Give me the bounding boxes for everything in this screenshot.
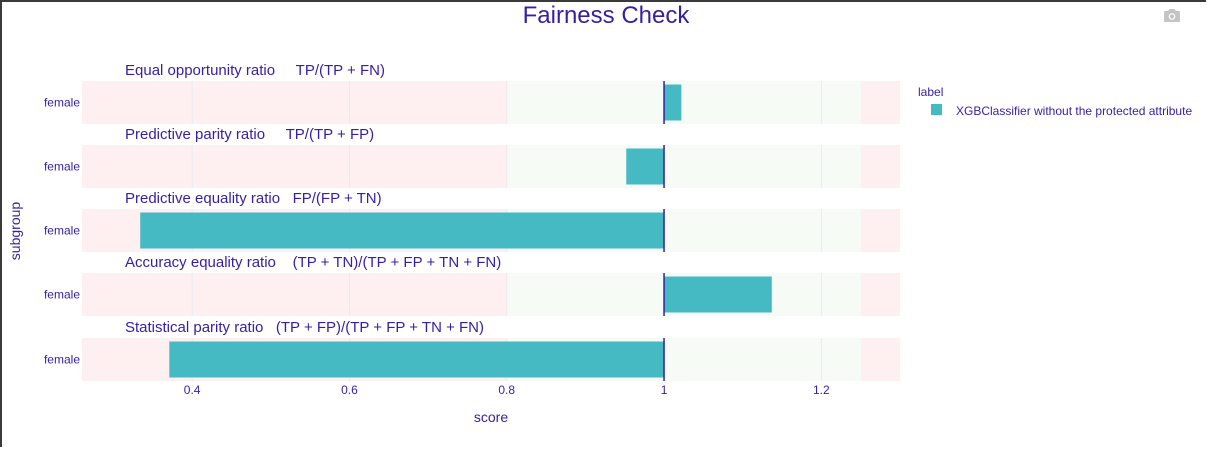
unfair-zone-right [860, 338, 900, 381]
legend-entry-label[interactable]: XGBClassifier without the protected attr… [956, 104, 1192, 118]
x-axis-title: score [474, 409, 508, 425]
bar-female[interactable] [664, 276, 772, 313]
legend-title: label [918, 85, 943, 99]
y-tick-label: female [44, 96, 80, 110]
y-tick-label: female [44, 224, 80, 238]
chart-panels: female Equal opportunity ratio TP/(TP + F… [44, 62, 900, 381]
x-tick-label: 1 [661, 383, 668, 397]
x-tick-label: 0.4 [184, 383, 201, 397]
panel-title: Predictive parity ratio TP/(TP + FP) [125, 126, 374, 143]
bar-female[interactable] [626, 148, 665, 185]
x-tick-label: 0.8 [498, 383, 515, 397]
x-tick-label: 1.2 [813, 383, 830, 397]
unfair-zone-right [860, 81, 900, 124]
panel-title: Accuracy equality ratio (TP + TN)/(TP + … [125, 254, 501, 271]
chart-title: Fairness Check [523, 2, 691, 29]
fair-zone [506, 81, 861, 124]
legend-swatch[interactable] [931, 104, 942, 115]
panel-title: Predictive equality ratio FP/(FP + TN) [125, 190, 382, 207]
camera-icon[interactable] [1163, 7, 1181, 23]
x-axis: 0.4 0.6 0.8 1 1.2 [184, 383, 830, 397]
bar-female[interactable] [664, 84, 682, 121]
y-tick-label: female [44, 353, 80, 367]
unfair-zone-right [860, 145, 900, 188]
panel-title: Equal opportunity ratio TP/(TP + FN) [125, 62, 385, 79]
x-tick-label: 0.6 [341, 383, 358, 397]
unfair-zone-left [82, 145, 507, 188]
y-axis-title: subgroup [7, 202, 23, 261]
unfair-zone-left [82, 273, 507, 316]
bar-female[interactable] [169, 341, 665, 378]
unfair-zone-left [82, 81, 507, 124]
unfair-zone-right [860, 209, 900, 252]
legend: label XGBClassifier without the protecte… [918, 85, 1192, 118]
y-tick-label: female [44, 288, 80, 302]
y-tick-label: female [44, 160, 80, 174]
fair-zone [506, 145, 861, 188]
panel-title: Statistical parity ratio (TP + FP)/(TP +… [125, 319, 484, 336]
bar-female[interactable] [140, 212, 665, 249]
unfair-zone-right [860, 273, 900, 316]
